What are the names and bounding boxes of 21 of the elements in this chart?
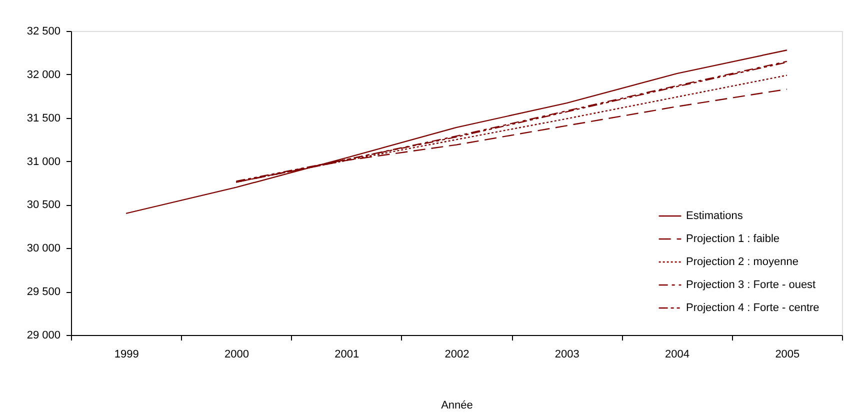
y-tick-label: 29 500 (26, 286, 60, 298)
y-tick-label: 31 500 (26, 112, 60, 124)
x-tick-label: 1999 (114, 348, 139, 360)
x-tick-label: 2004 (665, 348, 690, 360)
x-tick-label: 2001 (334, 348, 360, 360)
x-tick-label: 2005 (775, 348, 800, 360)
legend-label: Estimations (686, 210, 744, 222)
legend-label: Projection 2 : moyenne (686, 256, 799, 268)
y-tick-label: 29 000 (26, 330, 60, 342)
x-axis-title: Année (441, 400, 473, 412)
x-tick-label: 2000 (224, 348, 249, 360)
y-tick-label: 30 500 (26, 199, 60, 212)
legend-label: Projection 1 : faible (686, 233, 780, 245)
x-tick-label: 2003 (554, 348, 580, 360)
y-tick-label: 30 000 (26, 242, 60, 255)
x-tick-label: 2002 (444, 348, 470, 360)
y-tick-label: 32 000 (26, 68, 60, 81)
y-tick-label: 31 000 (26, 156, 60, 168)
legend-label: Projection 3 : Forte - ouest (686, 279, 816, 291)
legend-label: Projection 4 : Forte - centre (686, 302, 820, 314)
y-tick-label: 32 500 (26, 26, 60, 38)
